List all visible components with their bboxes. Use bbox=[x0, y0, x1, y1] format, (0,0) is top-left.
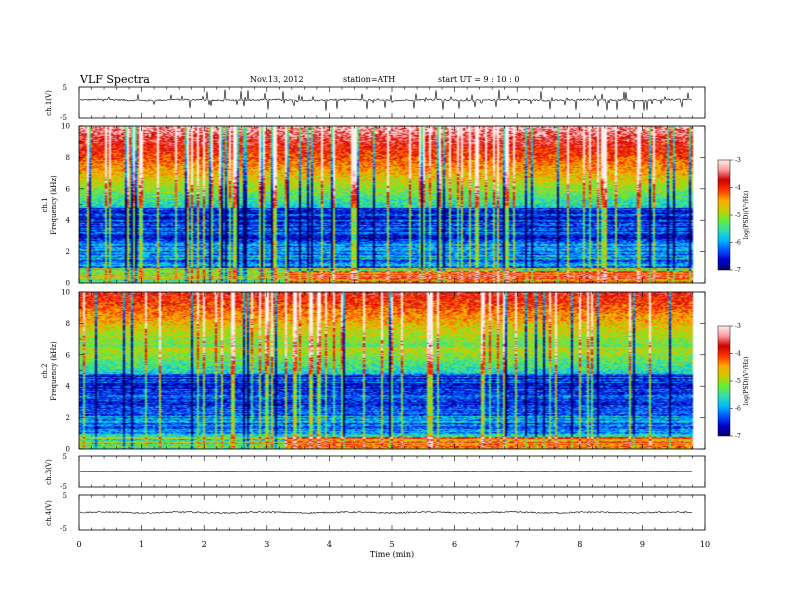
colorbar-tick-label--4: -4 bbox=[735, 351, 741, 358]
time-tick-label-10: 10 bbox=[700, 540, 710, 549]
colorbar-tick-label--7: -7 bbox=[735, 433, 741, 440]
time-tick-label-3: 3 bbox=[264, 540, 269, 549]
freq-tick-label-4: 4 bbox=[66, 217, 71, 225]
date-label: Nov.13, 2012 bbox=[250, 75, 304, 84]
station-label: station=ATH bbox=[343, 75, 395, 84]
ch3-waveform-ylabel: ch.3(V) bbox=[45, 459, 53, 485]
freq-tick-label-2: 2 bbox=[66, 414, 70, 422]
freq-tick-label-6: 6 bbox=[66, 185, 71, 193]
time-tick-label-9: 9 bbox=[640, 540, 645, 549]
ch2-colorbar: -3 -4 -5 -6 -7 log(PSD)(V²/Hz) bbox=[717, 323, 750, 440]
time-tick-label-7: 7 bbox=[515, 540, 520, 549]
freq-tick-label-4: 4 bbox=[66, 383, 71, 391]
ch2-spectrogram-ylabel: Frequency (kHz) bbox=[50, 341, 58, 401]
colorbar-tick-label--5: -5 bbox=[735, 212, 741, 219]
time-tick-label-6: 6 bbox=[452, 540, 457, 549]
ch1-spectrogram-channel-label: ch.1 bbox=[41, 197, 49, 212]
colorbar-tick-label--3: -3 bbox=[735, 157, 741, 164]
freq-tick-label-10: 10 bbox=[61, 289, 70, 297]
ch1-spectrogram-panel: 0 2 4 6 8 10 ch.1 Frequency (kHz) bbox=[41, 123, 706, 288]
figure-title: VLF Spectra bbox=[79, 73, 150, 86]
ch2-spectrogram-image bbox=[79, 292, 705, 449]
time-tick-label-4: 4 bbox=[327, 540, 332, 549]
ch1-spectrogram-yticks: 0 2 4 6 8 10 bbox=[61, 123, 705, 288]
start-time-label: start UT = 9 : 10 : 0 bbox=[438, 75, 519, 84]
ch3-waveform-panel: 5 -5 ch.3(V) bbox=[45, 453, 706, 491]
time-tick-label-5: 5 bbox=[389, 540, 394, 549]
colorbar-tick-label--6: -6 bbox=[735, 240, 741, 247]
time-tick-label-0: 0 bbox=[76, 540, 81, 549]
ch1-spectrogram-ylabel: Frequency (kHz) bbox=[50, 175, 58, 235]
time-tick-label-1: 1 bbox=[139, 540, 144, 549]
ch2-spectrogram-channel-label: ch.2 bbox=[41, 363, 49, 378]
time-tick-label-8: 8 bbox=[577, 540, 582, 549]
ch3-waveform-ticks bbox=[78, 456, 706, 487]
ch1-ytick-top: 5 bbox=[63, 84, 67, 92]
ch1-colorbar-strip bbox=[717, 159, 731, 271]
ch2-colorbar-ticks: -3 -4 -5 -6 -7 bbox=[730, 323, 741, 440]
ch4-ytick-top: 5 bbox=[63, 492, 67, 500]
ch4-waveform-ylabel: ch.4(V) bbox=[45, 500, 53, 526]
ch1-spectrogram-xticks bbox=[78, 126, 706, 283]
ch1-waveform-panel: 5 -5 ch.1(V) bbox=[45, 84, 706, 122]
colorbar-tick-label--4: -4 bbox=[735, 185, 741, 192]
freq-tick-label-0: 0 bbox=[66, 280, 70, 288]
freq-tick-label-8: 8 bbox=[66, 154, 70, 162]
colorbar-tick-label--7: -7 bbox=[735, 267, 741, 274]
time-axis-label: Time (min) bbox=[370, 550, 414, 559]
freq-tick-label-2: 2 bbox=[66, 248, 70, 256]
colorbar-tick-label--5: -5 bbox=[735, 378, 741, 385]
ch1-spectrogram-image bbox=[79, 126, 705, 283]
ch1-colorbar-label: log(PSD)(V²/Hz) bbox=[743, 191, 750, 240]
colorbar-tick-label--6: -6 bbox=[735, 406, 741, 413]
ch1-ytick-bottom: -5 bbox=[60, 114, 67, 122]
ch2-colorbar-strip bbox=[717, 325, 731, 437]
ch1-colorbar-ticks: -3 -4 -5 -6 -7 bbox=[730, 157, 741, 274]
freq-tick-label-10: 10 bbox=[61, 123, 70, 131]
ch4-ytick-bottom: -5 bbox=[60, 525, 67, 533]
ch1-waveform-ticks bbox=[78, 87, 706, 118]
freq-tick-label-0: 0 bbox=[66, 446, 70, 454]
time-tick-label-2: 2 bbox=[202, 540, 207, 549]
ch2-colorbar-label: log(PSD)(V²/Hz) bbox=[743, 357, 750, 406]
colorbar-tick-label--3: -3 bbox=[735, 323, 741, 330]
ch1-waveform-trace bbox=[80, 89, 693, 111]
ch2-spectrogram-panel: 0 2 4 6 8 10 ch.2 Frequency (kHz) bbox=[41, 289, 706, 454]
freq-tick-label-6: 6 bbox=[66, 351, 71, 359]
ch2-spectrogram-xticks bbox=[78, 292, 706, 449]
ch4-waveform-trace bbox=[79, 511, 693, 515]
time-axis-ticklabels: 0 1 2 3 4 5 6 7 8 9 10 bbox=[76, 540, 710, 549]
ch4-waveform-ticks bbox=[78, 495, 706, 530]
ch4-waveform-panel: 5 -5 ch.4(V) 0 1 2 3 4 5 6 7 8 9 10 Time (min) bbox=[45, 492, 710, 559]
ch2-spectrogram-yticks: 0 2 4 6 8 10 bbox=[61, 289, 705, 454]
ch3-ytick-bottom: -5 bbox=[60, 483, 67, 491]
ch1-colorbar: -3 -4 -5 -6 -7 log(PSD)(V²/Hz) bbox=[717, 157, 750, 274]
ch3-ytick-top: 5 bbox=[63, 453, 67, 461]
ch1-waveform-ylabel: ch.1(V) bbox=[45, 90, 53, 116]
freq-tick-label-8: 8 bbox=[66, 320, 70, 328]
